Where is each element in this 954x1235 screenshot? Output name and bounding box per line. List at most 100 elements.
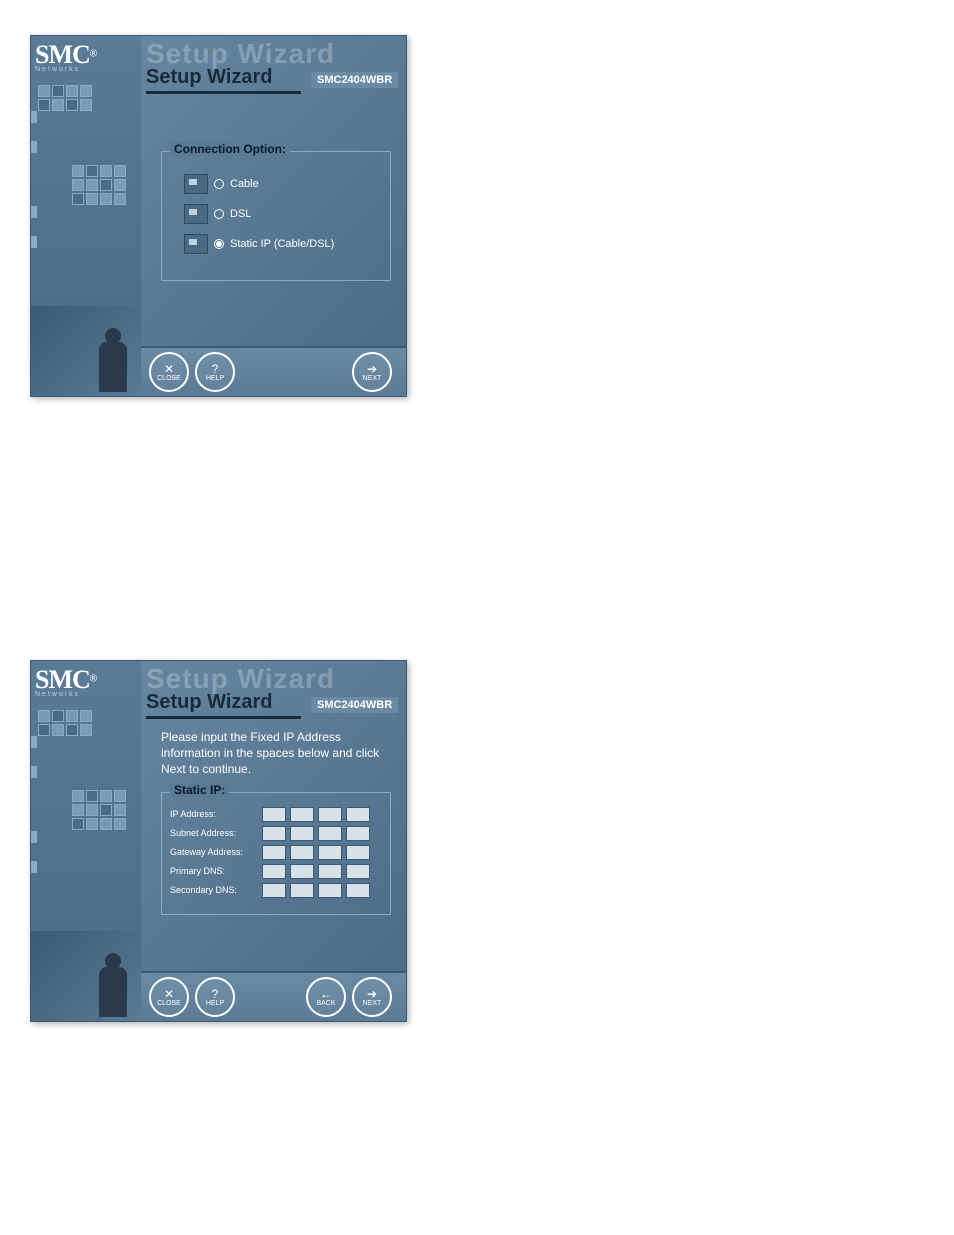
primary-dns-octet-4[interactable] (346, 864, 370, 879)
next-button[interactable]: ➔ NEXT (352, 352, 392, 392)
back-icon: ← (320, 988, 332, 1000)
subnet-octet-4[interactable] (346, 826, 370, 841)
model-label: SMC2404WBR (311, 72, 398, 88)
side-tick (31, 736, 37, 748)
side-tick (31, 206, 37, 218)
row-gateway-address: Gateway Address: (170, 845, 382, 860)
help-icon: ? (212, 988, 219, 1000)
help-button[interactable]: ? HELP (195, 977, 235, 1017)
page-title: Setup Wizard (146, 66, 301, 94)
fieldset-legend: Connection Option: (170, 142, 290, 156)
row-ip-address: IP Address: (170, 807, 382, 822)
side-tick (31, 236, 37, 248)
subnet-octet-3[interactable] (318, 826, 342, 841)
option-label: Cable (230, 178, 259, 190)
next-icon: ➔ (367, 988, 377, 1000)
button-label: NEXT (363, 1000, 382, 1007)
fieldset-legend: Static IP: (170, 783, 229, 797)
button-label: HELP (206, 1000, 224, 1007)
help-button[interactable]: ? HELP (195, 352, 235, 392)
row-primary-dns: Primary DNS: (170, 864, 382, 879)
option-static-ip[interactable]: Static IP (Cable/DSL) (184, 234, 380, 254)
primary-dns-label: Primary DNS: (170, 866, 262, 876)
button-label: HELP (206, 375, 224, 382)
radio-cable[interactable] (214, 179, 224, 189)
connection-option-fieldset: Connection Option: Cable DSL Static IP (… (161, 151, 391, 281)
button-label: NEXT (363, 375, 382, 382)
brand-name: SMC (35, 40, 90, 69)
content-area: Please input the Fixed IP Address inform… (161, 721, 391, 961)
cable-icon (184, 174, 208, 194)
static-ip-fieldset: Static IP: IP Address: Subnet Address: G… (161, 792, 391, 915)
next-icon: ➔ (367, 363, 377, 375)
option-label: Static IP (Cable/DSL) (230, 238, 334, 250)
decorative-squares (71, 789, 127, 831)
subnet-octet-2[interactable] (290, 826, 314, 841)
radio-dsl[interactable] (214, 209, 224, 219)
gateway-octet-4[interactable] (346, 845, 370, 860)
gateway-octet-1[interactable] (262, 845, 286, 860)
radio-static-ip[interactable] (214, 239, 224, 249)
decorative-squares (71, 164, 127, 206)
corner-illustration (31, 931, 141, 1021)
sidebar: SMC® Networks (31, 661, 141, 1021)
side-tick (31, 831, 37, 843)
registered-mark: ® (90, 674, 97, 685)
ip-address-octet-3[interactable] (318, 807, 342, 822)
subnet-label: Subnet Address: (170, 828, 262, 838)
dsl-icon (184, 204, 208, 224)
secondary-dns-octet-4[interactable] (346, 883, 370, 898)
static-ip-icon (184, 234, 208, 254)
primary-dns-octet-1[interactable] (262, 864, 286, 879)
content-area: Connection Option: Cable DSL Static IP (… (161, 96, 391, 336)
sidebar: SMC® Networks (31, 36, 141, 396)
gateway-label: Gateway Address: (170, 847, 262, 857)
wizard-panel-connection: SMC® Networks Setup Wizard Setup Wizard … (30, 35, 407, 397)
row-subnet-address: Subnet Address: (170, 826, 382, 841)
secondary-dns-octet-1[interactable] (262, 883, 286, 898)
row-secondary-dns: Secondary DNS: (170, 883, 382, 898)
back-button[interactable]: ← BACK (306, 977, 346, 1017)
decorative-squares (37, 84, 93, 112)
button-label: CLOSE (157, 375, 181, 382)
corner-illustration (31, 306, 141, 396)
button-label: BACK (316, 1000, 335, 1007)
instruction-text: Please input the Fixed IP Address inform… (161, 729, 391, 778)
side-tick (31, 141, 37, 153)
option-dsl[interactable]: DSL (184, 204, 380, 224)
option-label: DSL (230, 208, 251, 220)
brand-logo: SMC® Networks (35, 665, 137, 707)
primary-dns-octet-3[interactable] (318, 864, 342, 879)
side-tick (31, 766, 37, 778)
wizard-panel-static-ip: SMC® Networks Setup Wizard Setup Wizard … (30, 660, 407, 1022)
close-icon: ✕ (164, 363, 174, 375)
gateway-octet-2[interactable] (290, 845, 314, 860)
next-button[interactable]: ➔ NEXT (352, 977, 392, 1017)
gateway-octet-3[interactable] (318, 845, 342, 860)
button-label: CLOSE (157, 1000, 181, 1007)
secondary-dns-label: Secondary DNS: (170, 885, 262, 895)
registered-mark: ® (90, 49, 97, 60)
decorative-squares (37, 709, 93, 737)
ip-address-octet-1[interactable] (262, 807, 286, 822)
model-label: SMC2404WBR (311, 697, 398, 713)
ip-address-octet-2[interactable] (290, 807, 314, 822)
brand-name: SMC (35, 665, 90, 694)
secondary-dns-octet-3[interactable] (318, 883, 342, 898)
brand-logo: SMC® Networks (35, 40, 137, 82)
side-tick (31, 861, 37, 873)
ip-address-label: IP Address: (170, 809, 262, 819)
option-cable[interactable]: Cable (184, 174, 380, 194)
ip-address-octet-4[interactable] (346, 807, 370, 822)
side-tick (31, 111, 37, 123)
secondary-dns-octet-2[interactable] (290, 883, 314, 898)
bottom-bar: ✕ CLOSE ? HELP ← BACK ➔ NEXT (141, 971, 406, 1021)
close-button[interactable]: ✕ CLOSE (149, 352, 189, 392)
page-title: Setup Wizard (146, 691, 301, 719)
close-button[interactable]: ✕ CLOSE (149, 977, 189, 1017)
bottom-bar: ✕ CLOSE ? HELP ➔ NEXT (141, 346, 406, 396)
close-icon: ✕ (164, 988, 174, 1000)
primary-dns-octet-2[interactable] (290, 864, 314, 879)
subnet-octet-1[interactable] (262, 826, 286, 841)
help-icon: ? (212, 363, 219, 375)
